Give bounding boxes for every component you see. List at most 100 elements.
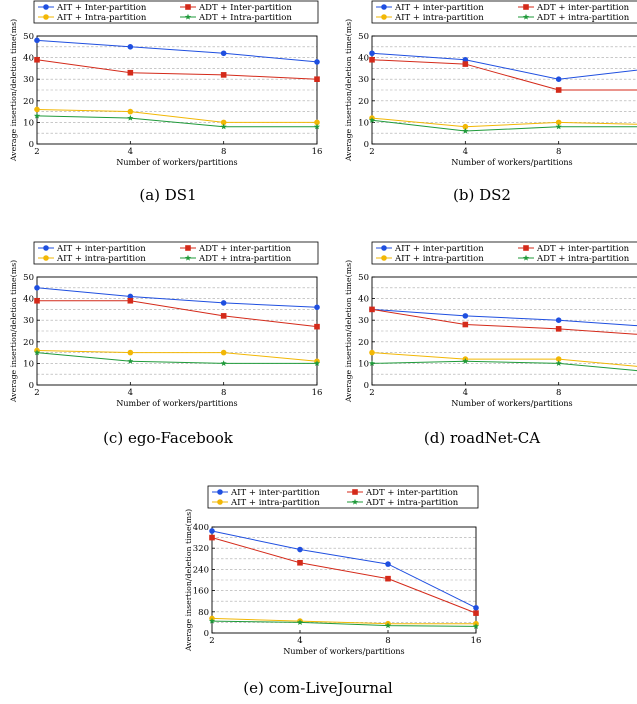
- legend-label: ADT + inter-partition: [365, 488, 459, 498]
- legend-label: ADT + inter-partition: [536, 3, 630, 13]
- legend-marker: [352, 489, 358, 495]
- data-point: [314, 76, 320, 82]
- data-point: [368, 117, 376, 123]
- chart-panel: 0 10 20 30 40 50 2 4 8 16 Number of workers/partit…: [9, 241, 323, 447]
- legend: AIT + inter-partition ADT + inter-partiti…: [207, 485, 479, 509]
- legend-marker: [43, 14, 49, 20]
- legend-label: AIT + inter-partition: [394, 3, 484, 13]
- legend-box: [207, 485, 479, 509]
- data-point: [314, 119, 320, 126]
- data-point: [473, 605, 479, 611]
- x-tick-label: 16: [312, 147, 323, 157]
- series-line: [36, 108, 317, 123]
- x-tick-label: 4: [128, 388, 133, 398]
- series-line: [371, 59, 637, 91]
- data-point: [297, 546, 303, 553]
- data-point: [127, 349, 134, 356]
- x-axis-label: Number of workers/partitions: [451, 399, 572, 408]
- x-axis-label: Number of workers/partitions: [283, 647, 404, 656]
- plot-frame: [36, 276, 318, 386]
- data-point: [220, 360, 227, 366]
- y-tick-label: 10: [358, 359, 369, 369]
- x-tick-label: 2: [369, 388, 374, 398]
- legend-marker: [381, 14, 387, 20]
- plot-frame: [371, 276, 637, 386]
- legend-label: ADT + intra-partition: [198, 254, 292, 264]
- data-point: [127, 108, 134, 115]
- y-tick-label: 30: [358, 316, 369, 326]
- legend-marker: [184, 13, 192, 20]
- data-point: [127, 293, 134, 300]
- y-tick-label: 20: [23, 97, 34, 107]
- legend-label: AIT + Intra-partition: [56, 13, 147, 23]
- data-point: [555, 326, 562, 332]
- legend: AIT + Inter-partition ADT + Inter-partiti…: [33, 0, 319, 24]
- y-tick-label: 50: [23, 273, 34, 283]
- legend-label: ADT + intra-partition: [365, 498, 459, 508]
- legend-label: AIT + inter-partition: [394, 244, 484, 254]
- data-point: [385, 561, 391, 567]
- data-point: [555, 87, 562, 93]
- data-point: [33, 112, 41, 119]
- x-tick-label: 4: [128, 147, 133, 157]
- data-point: [385, 575, 391, 582]
- legend-label: AIT + intra-partition: [56, 254, 146, 264]
- y-tick-label: 0: [29, 140, 34, 150]
- data-point: [313, 360, 321, 366]
- legend-marker: [184, 254, 192, 261]
- legend-marker: [43, 4, 49, 10]
- x-tick-label: 2: [34, 388, 39, 398]
- legend-marker: [43, 245, 49, 251]
- y-tick-label: 0: [29, 381, 34, 391]
- data-point: [369, 306, 375, 313]
- y-tick-label: 400: [193, 523, 209, 533]
- legend-marker: [381, 4, 387, 10]
- data-point: [462, 127, 469, 134]
- legend-label: AIT + inter-partition: [56, 244, 146, 254]
- legend-label: ADT + inter-partition: [198, 244, 292, 254]
- legend-label: ADT + Inter-partition: [198, 3, 292, 13]
- data-point: [127, 69, 134, 76]
- x-axis-label: Number of workers/partitions: [451, 158, 572, 167]
- y-tick-label: 0: [204, 629, 209, 639]
- y-tick-label: 10: [23, 118, 34, 128]
- legend: AIT + inter-partition ADT + inter-partiti…: [33, 241, 319, 265]
- x-tick-label: 16: [312, 388, 323, 398]
- data-point: [127, 358, 134, 364]
- data-point: [313, 123, 321, 130]
- y-tick-label: 40: [23, 54, 34, 64]
- chart-panel: 0 10 20 30 40 50 2 4 8 16 Number of workers/partit…: [9, 0, 323, 204]
- data-point: [462, 61, 469, 67]
- data-point: [33, 349, 41, 356]
- data-point: [127, 114, 134, 121]
- plot-frame: [211, 526, 477, 634]
- series-line: [371, 52, 637, 80]
- legend-label: AIT + intra-partition: [394, 13, 484, 23]
- series-line: [36, 352, 317, 364]
- y-tick-label: 160: [193, 587, 209, 597]
- legend-marker: [217, 489, 223, 495]
- data-point: [555, 123, 562, 130]
- data-point: [555, 76, 562, 82]
- x-tick-label: 8: [385, 636, 390, 646]
- x-tick-label: 8: [221, 388, 226, 398]
- data-point: [369, 349, 375, 356]
- data-point: [555, 356, 562, 362]
- x-tick-label: 8: [221, 147, 226, 157]
- legend-box: [33, 241, 319, 265]
- legend-label: ADT + intra-partition: [536, 254, 630, 264]
- data-point: [220, 349, 227, 356]
- series-line: [371, 352, 637, 367]
- legend-marker: [217, 499, 223, 505]
- y-tick-label: 20: [358, 338, 369, 348]
- series-line: [371, 308, 637, 335]
- y-tick-label: 30: [23, 75, 34, 85]
- y-tick-label: 20: [358, 97, 369, 107]
- y-axis-label: Average insertion/deletion time(ms): [344, 19, 353, 162]
- y-tick-label: 50: [23, 32, 34, 42]
- legend-marker: [185, 245, 191, 251]
- legend-label: ADT + inter-partition: [536, 244, 630, 254]
- legend-marker: [523, 245, 529, 251]
- chart-caption: (d) roadNet-CA: [424, 429, 540, 447]
